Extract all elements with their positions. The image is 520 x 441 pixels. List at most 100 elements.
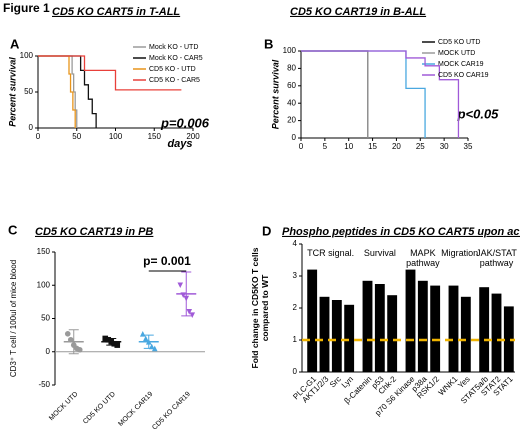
data-point — [64, 330, 71, 337]
y-tick-label: 20 — [287, 116, 296, 125]
x-tick-label: 10 — [344, 142, 353, 151]
group-label: JAK/STAT pathway — [476, 248, 517, 268]
legend-label: CD5 KO UTD — [438, 39, 480, 46]
y-tick-label: -50 — [38, 380, 50, 389]
data-point — [186, 309, 193, 315]
annotation: p<0.05 — [457, 106, 500, 121]
y-tick-label: 0 — [293, 367, 298, 376]
legend-label: Mock KO - UTD — [149, 44, 198, 51]
data-point — [102, 335, 109, 342]
y-tick-label: 0 — [292, 133, 297, 142]
data-point — [105, 336, 112, 343]
bar — [448, 285, 459, 372]
bar — [405, 269, 416, 372]
survival-line — [38, 55, 97, 128]
x-tick-label: MOCK UTD — [48, 391, 79, 422]
group-label: MAPK pathway — [406, 248, 440, 268]
survival-line — [38, 55, 76, 128]
x-tick-label: 50 — [72, 132, 81, 141]
survival-line — [301, 50, 369, 138]
x-tick-label: MOCK CAR19 — [117, 391, 154, 428]
y-tick-label: 40 — [287, 98, 296, 107]
y-axis-label: Percent survival — [7, 57, 17, 127]
data-point — [151, 345, 158, 352]
bar — [374, 284, 385, 372]
panel-letter: D — [262, 223, 271, 238]
y-tick-label: 80 — [287, 64, 296, 73]
survival-line — [301, 50, 426, 138]
panel-letter: A — [10, 36, 20, 51]
data-point — [76, 346, 83, 353]
x-axis-label: days — [167, 138, 192, 150]
panel-letter: C — [8, 222, 18, 237]
annotation: p=0.006 — [160, 115, 210, 130]
y-tick-label: 60 — [287, 81, 296, 90]
y-tick-label: 1 — [293, 335, 298, 344]
group-label: TCR signal. — [307, 248, 355, 258]
data-point — [177, 282, 184, 289]
panel-title: CD5 KO CART19 in B-ALL — [290, 6, 426, 18]
survival-line — [301, 50, 369, 138]
error-bar — [106, 337, 117, 346]
y-tick-label: 3 — [293, 271, 298, 280]
legend-label: MOCK CAR19 — [438, 61, 484, 68]
panel-letter: B — [264, 36, 273, 51]
x-tick-label: 200 — [186, 132, 200, 141]
y-tick-label: 100 — [37, 280, 51, 289]
bar — [430, 285, 441, 372]
y-axis-label: Fold change in CD5KO T cells compared to… — [250, 248, 270, 369]
survival-line — [301, 50, 460, 138]
x-tick-label: CD5 KO CAR19 — [151, 391, 192, 432]
legend-label: CD5 KO CAR19 — [438, 72, 489, 79]
x-tick-label: 0 — [36, 132, 41, 141]
y-tick-label: 50 — [41, 314, 50, 323]
x-tick-label: 15 — [368, 142, 377, 151]
survival-line — [38, 55, 182, 91]
x-tick-label: 25 — [416, 142, 425, 151]
bar — [417, 280, 428, 372]
bar — [387, 295, 398, 372]
y-tick-label: 100 — [283, 46, 297, 55]
y-tick-label: 150 — [37, 247, 51, 256]
legend-label: Mock KO - CAR5 — [149, 55, 203, 62]
x-tick-label: CD5 KO UTD — [82, 391, 117, 426]
error-bar — [68, 329, 79, 355]
bar — [479, 287, 490, 372]
legend-label: CD5 KO - UTD — [149, 66, 196, 73]
y-tick-label: 0 — [29, 123, 34, 132]
data-point — [148, 343, 155, 350]
x-tick-label: 35 — [464, 142, 473, 151]
x-tick-label: WNK1 — [437, 374, 460, 397]
bar — [319, 296, 330, 372]
panel-title: Phospho peptides in CD5 KO CART5 upon ac… — [282, 226, 520, 238]
group-label: Survival — [363, 248, 396, 258]
group-label: JAK/STAT pathway — [476, 248, 517, 268]
x-tick-label: 20 — [392, 142, 401, 151]
bar — [491, 293, 502, 372]
y-tick-label: 4 — [293, 239, 298, 248]
y-tick-label: 2 — [293, 303, 298, 312]
bar — [362, 280, 373, 372]
x-tick-label: 5 — [323, 142, 328, 151]
y-tick-label: 0 — [46, 347, 51, 356]
x-tick-label: 150 — [148, 132, 162, 141]
bar — [503, 306, 514, 372]
data-point — [114, 342, 121, 348]
annotation: p= 0.001 — [143, 254, 191, 268]
group-label: TCR signal. — [307, 248, 355, 258]
data-point — [142, 335, 149, 342]
survival-line — [38, 55, 78, 128]
group-label: Migration — [441, 248, 478, 258]
panel-title: CD5 KO CART5 in T-ALL — [52, 6, 180, 18]
group-label: Survival — [363, 248, 396, 258]
group-label: MAPK pathway — [406, 248, 440, 268]
bar — [307, 269, 318, 372]
error-bar — [181, 271, 192, 317]
data-point — [111, 340, 118, 347]
panel-title: CD5 KO CART19 in PB — [35, 226, 153, 238]
data-point — [189, 312, 196, 318]
y-tick-label: 100 — [20, 51, 34, 60]
bar — [331, 300, 342, 372]
legend-label: MOCK UTD — [438, 50, 475, 57]
